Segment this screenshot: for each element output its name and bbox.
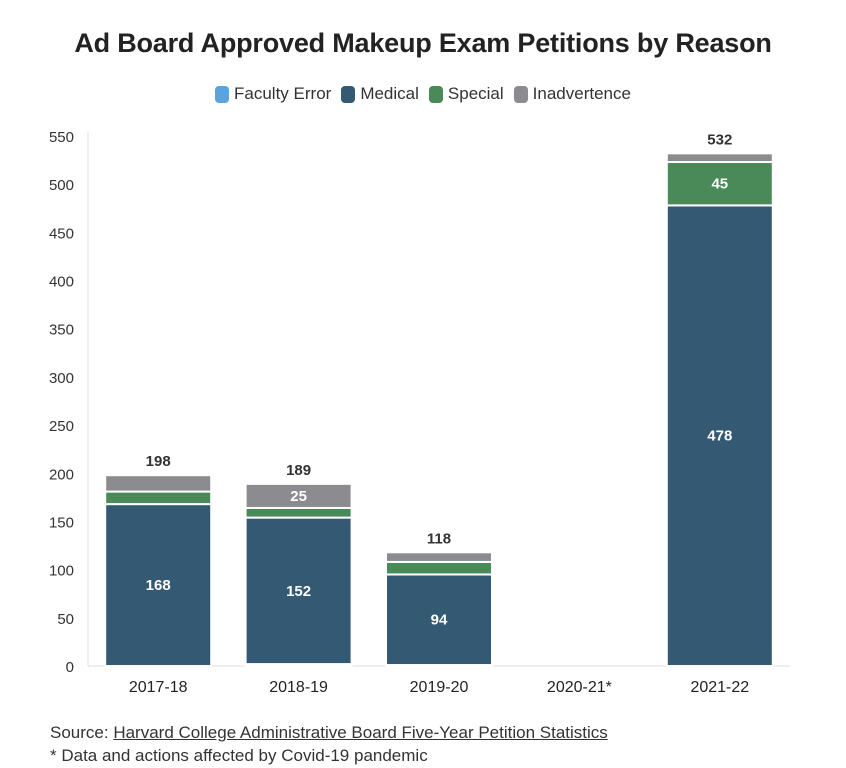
x-tick-label: 2018-19 <box>269 679 328 696</box>
y-tick-label: 0 <box>66 659 74 676</box>
bar-segment-special <box>665 161 774 207</box>
y-tick-label: 500 <box>49 177 74 194</box>
bar-segment-medical <box>244 516 353 666</box>
y-tick-label: 300 <box>49 370 74 387</box>
bar-segment-medical <box>385 573 493 667</box>
bar-total-label: 532 <box>707 131 732 148</box>
x-tick-label: 2017-18 <box>129 679 188 696</box>
legend-label: Faculty Error <box>234 84 332 103</box>
source-prefix: Source: <box>50 723 114 742</box>
bar-segment-special <box>385 560 493 576</box>
y-tick-label: 400 <box>49 274 74 291</box>
footnote: * Data and actions affected by Covid-19 … <box>50 746 428 765</box>
y-tick-label: 200 <box>49 466 74 483</box>
bar-segment-special <box>244 506 353 519</box>
bar-segment-value-label: 25 <box>290 488 307 505</box>
bar-segment-value-label: 168 <box>146 577 171 594</box>
legend-item-medical[interactable]: Medical <box>341 84 419 104</box>
y-tick-label: 50 <box>57 611 74 628</box>
chart-title: Ad Board Approved Makeup Exam Petitions … <box>74 28 772 58</box>
legend-label: Inadvertence <box>532 84 631 103</box>
bar-segment-value-label: 45 <box>711 176 728 193</box>
bar-segment-value-label: 152 <box>286 583 311 600</box>
bar-group-2018-19: 152 25 189 <box>244 462 353 668</box>
legend-item-special[interactable]: Special <box>428 84 504 104</box>
legend-swatch <box>215 85 230 103</box>
legend-swatch <box>341 85 356 103</box>
bar-segment-medical <box>665 204 774 668</box>
bar-segment-inadvertence <box>244 482 353 509</box>
x-tick-label: 2019-20 <box>410 679 469 696</box>
bar-group-2017-18: 168 198 <box>104 453 213 668</box>
x-tick-label: 2020-21* <box>547 679 612 696</box>
y-axis: 0 50 100 150 200 250 300 350 400 450 500 550 <box>49 129 74 676</box>
bar-segment-inadvertence <box>665 152 774 164</box>
bar-group-2021-22: 478 45 532 <box>665 131 774 668</box>
bar-segment-value-label: 94 <box>431 612 448 629</box>
legend-item-inadvertence[interactable]: Inadvertence <box>513 84 631 104</box>
legend-swatch <box>428 85 443 103</box>
bar-group-2019-20: 94 118 <box>385 530 493 668</box>
bar-segment-inadvertence <box>104 474 213 493</box>
bar-segment-value-label: 478 <box>707 428 732 445</box>
y-tick-label: 550 <box>49 129 74 146</box>
legend-item-faculty-error[interactable]: Faculty Error <box>215 84 331 104</box>
y-tick-label: 100 <box>49 563 74 580</box>
legend-label: Medical <box>360 84 419 103</box>
chart-plot: 0 50 100 150 200 250 300 350 400 450 500 550 168 198 2… <box>49 129 790 696</box>
bar-segment-special <box>104 490 213 506</box>
bar-segment-medical <box>104 503 213 668</box>
y-tick-label: 250 <box>49 418 74 435</box>
y-tick-label: 350 <box>49 322 74 339</box>
source-line: Source: Harvard College Administrative B… <box>50 723 608 743</box>
legend-swatch <box>513 85 528 103</box>
source-link[interactable]: Harvard College Administrative Board Fiv… <box>113 723 608 742</box>
x-tick-label: 2021-22 <box>690 679 749 696</box>
legend-label: Special <box>447 84 504 103</box>
y-tick-label: 450 <box>49 225 74 242</box>
bar-total-label: 118 <box>427 530 451 547</box>
bar-total-label: 198 <box>146 453 171 470</box>
y-tick-label: 150 <box>49 514 74 531</box>
legend: Faculty Error Medical Special Inadvertence <box>0 84 846 104</box>
bar-total-label: 189 <box>286 462 311 479</box>
bar-segment-inadvertence <box>385 551 493 563</box>
